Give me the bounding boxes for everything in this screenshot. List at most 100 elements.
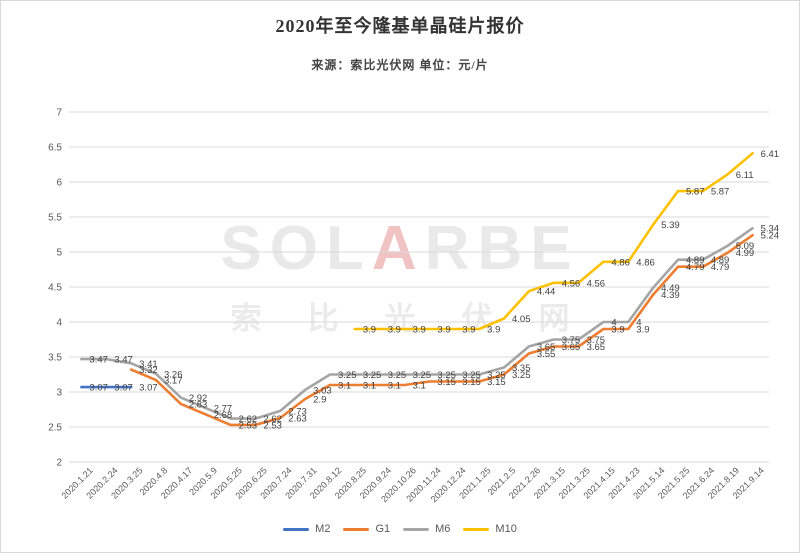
data-label-M6: 3.41 [139, 359, 158, 370]
data-label-M2: 3.07 [114, 383, 132, 394]
chart-title: 2020年至今隆基单晶硅片报价 [275, 16, 525, 36]
y-axis-tick-label: 2 [56, 458, 62, 469]
legend-item-M2: M2 [283, 523, 330, 535]
watermark-part: SOL [220, 214, 372, 283]
legend-swatch-M10 [463, 527, 490, 531]
data-label-G1: 4.99 [736, 248, 755, 259]
data-label-M6: 2.77 [214, 404, 233, 415]
y-axis-tick-label: 2.5 [48, 423, 62, 434]
data-label-G1: 4.79 [686, 262, 705, 273]
data-label-M6: 3.26 [164, 369, 183, 380]
data-label-G1: 3.55 [537, 349, 556, 360]
data-label-M6: 3.03 [313, 385, 332, 396]
series-line-G1 [129, 233, 754, 427]
data-label-M6: 3.75 [587, 335, 606, 346]
series-line-M10 [353, 152, 754, 331]
legend-swatch-M2 [283, 527, 310, 531]
data-label-M6: 2.73 [288, 406, 307, 417]
data-label-M6: 3.25 [363, 370, 382, 381]
data-label-M6: 2.62 [239, 414, 257, 425]
data-label-M2: 3.07 [89, 383, 108, 394]
y-axis-tick-label: 4 [56, 318, 62, 329]
data-label-M10: 5.39 [661, 220, 680, 231]
legend-label: M2 [315, 523, 331, 535]
data-label-G1: 3.1 [338, 381, 351, 392]
data-label-M10: 4.86 [636, 257, 655, 268]
series-line-M6 [80, 226, 754, 420]
data-label-M10: 3.9 [388, 325, 401, 336]
y-axis-tick-label: 5.5 [48, 213, 62, 224]
data-label-M6: 4.89 [711, 255, 730, 266]
data-label-G1: 3.15 [462, 377, 481, 388]
data-label-M6: 3.65 [537, 342, 556, 353]
data-label-M6: 3.35 [512, 363, 531, 374]
data-label-M6: 3.47 [114, 355, 132, 366]
data-label-M10: 4.86 [611, 257, 630, 268]
data-label-G1: 2.63 [288, 413, 307, 424]
y-axis-tick-label: 6 [56, 178, 62, 189]
data-label-G1: 3.65 [587, 342, 606, 353]
chart-subtitle: 来源：索比光伏网 单位：元/片 [311, 58, 489, 72]
data-label-G1: 2.9 [313, 395, 326, 406]
data-label-G1: 3.32 [139, 365, 158, 376]
data-label-M6: 3.47 [89, 355, 108, 366]
data-label-M6: 3.25 [462, 370, 481, 381]
legend-item-G1: G1 [343, 523, 390, 535]
legend-swatch-G1 [343, 527, 370, 531]
data-label-M6: 4.49 [661, 283, 680, 294]
data-label-M6: 2.92 [189, 393, 208, 404]
data-label-M6: 3.25 [413, 370, 432, 381]
data-label-G1: 3.15 [437, 377, 456, 388]
watermark-accent-letter: A [371, 214, 425, 283]
y-axis-tick-label: 3.5 [48, 353, 62, 364]
data-label-M10: 4.05 [512, 314, 531, 325]
data-label-M10: 4.56 [562, 278, 581, 289]
data-label-G1: 3.17 [164, 376, 183, 387]
legend-item-M10: M10 [463, 523, 517, 535]
data-label-M10: 3.9 [437, 325, 450, 336]
data-label-G1: 3.25 [512, 370, 531, 381]
legend-item-M6: M6 [403, 523, 450, 535]
legend-swatch-M6 [403, 527, 430, 531]
data-label-M10: 5.87 [711, 187, 730, 198]
data-label-G1: 3.1 [413, 381, 426, 392]
data-label-M10: 6.41 [761, 149, 780, 160]
data-label-G1: 4.39 [661, 290, 680, 301]
data-label-G1: 3.9 [611, 325, 624, 336]
data-label-M6: 3.25 [437, 370, 456, 381]
data-label-G1: 5.24 [761, 231, 780, 242]
data-label-M10: 3.9 [487, 325, 500, 336]
y-axis-tick-label: 4.5 [48, 283, 62, 294]
data-label-M10: 4.56 [587, 278, 606, 289]
data-label-G1: 3.15 [487, 377, 506, 388]
y-axis-tick-label: 5 [56, 248, 62, 259]
data-label-M6: 2.62 [263, 414, 282, 425]
y-axis-tick-label: 7 [56, 108, 62, 119]
data-label-M10: 5.87 [686, 187, 705, 198]
legend-label: G1 [375, 523, 391, 535]
legend-label: M10 [495, 523, 517, 535]
data-label-G1: 4.79 [711, 262, 730, 273]
data-label-G1: 3.65 [562, 342, 581, 353]
watermark-part: RBE [424, 214, 580, 283]
data-label-M2: 3.07 [139, 383, 158, 394]
data-label-G1: 2.53 [239, 420, 257, 431]
data-label-G1: 2.68 [214, 410, 233, 421]
data-label-G1: 2.83 [189, 399, 208, 410]
chart-legend: M2 G1 M6 M10 [1, 523, 799, 535]
y-axis-tick-label: 3 [56, 388, 62, 399]
data-label-M6: 3.25 [487, 370, 506, 381]
data-label-M6: 5.34 [761, 224, 780, 235]
y-axis-tick-label: 6.5 [48, 143, 62, 154]
data-label-M10: 4.44 [537, 287, 556, 298]
data-label-G1: 3.1 [388, 381, 401, 392]
watermark-solarbe: SOLARBE [1, 213, 799, 284]
data-label-M10: 6.11 [736, 170, 754, 181]
data-label-M6: 4.89 [686, 255, 705, 266]
data-label-M10: 3.9 [413, 325, 426, 336]
data-label-G1: 3.1 [363, 381, 376, 392]
data-label-M6: 3.25 [388, 370, 407, 381]
data-label-M6: 4 [636, 318, 641, 329]
